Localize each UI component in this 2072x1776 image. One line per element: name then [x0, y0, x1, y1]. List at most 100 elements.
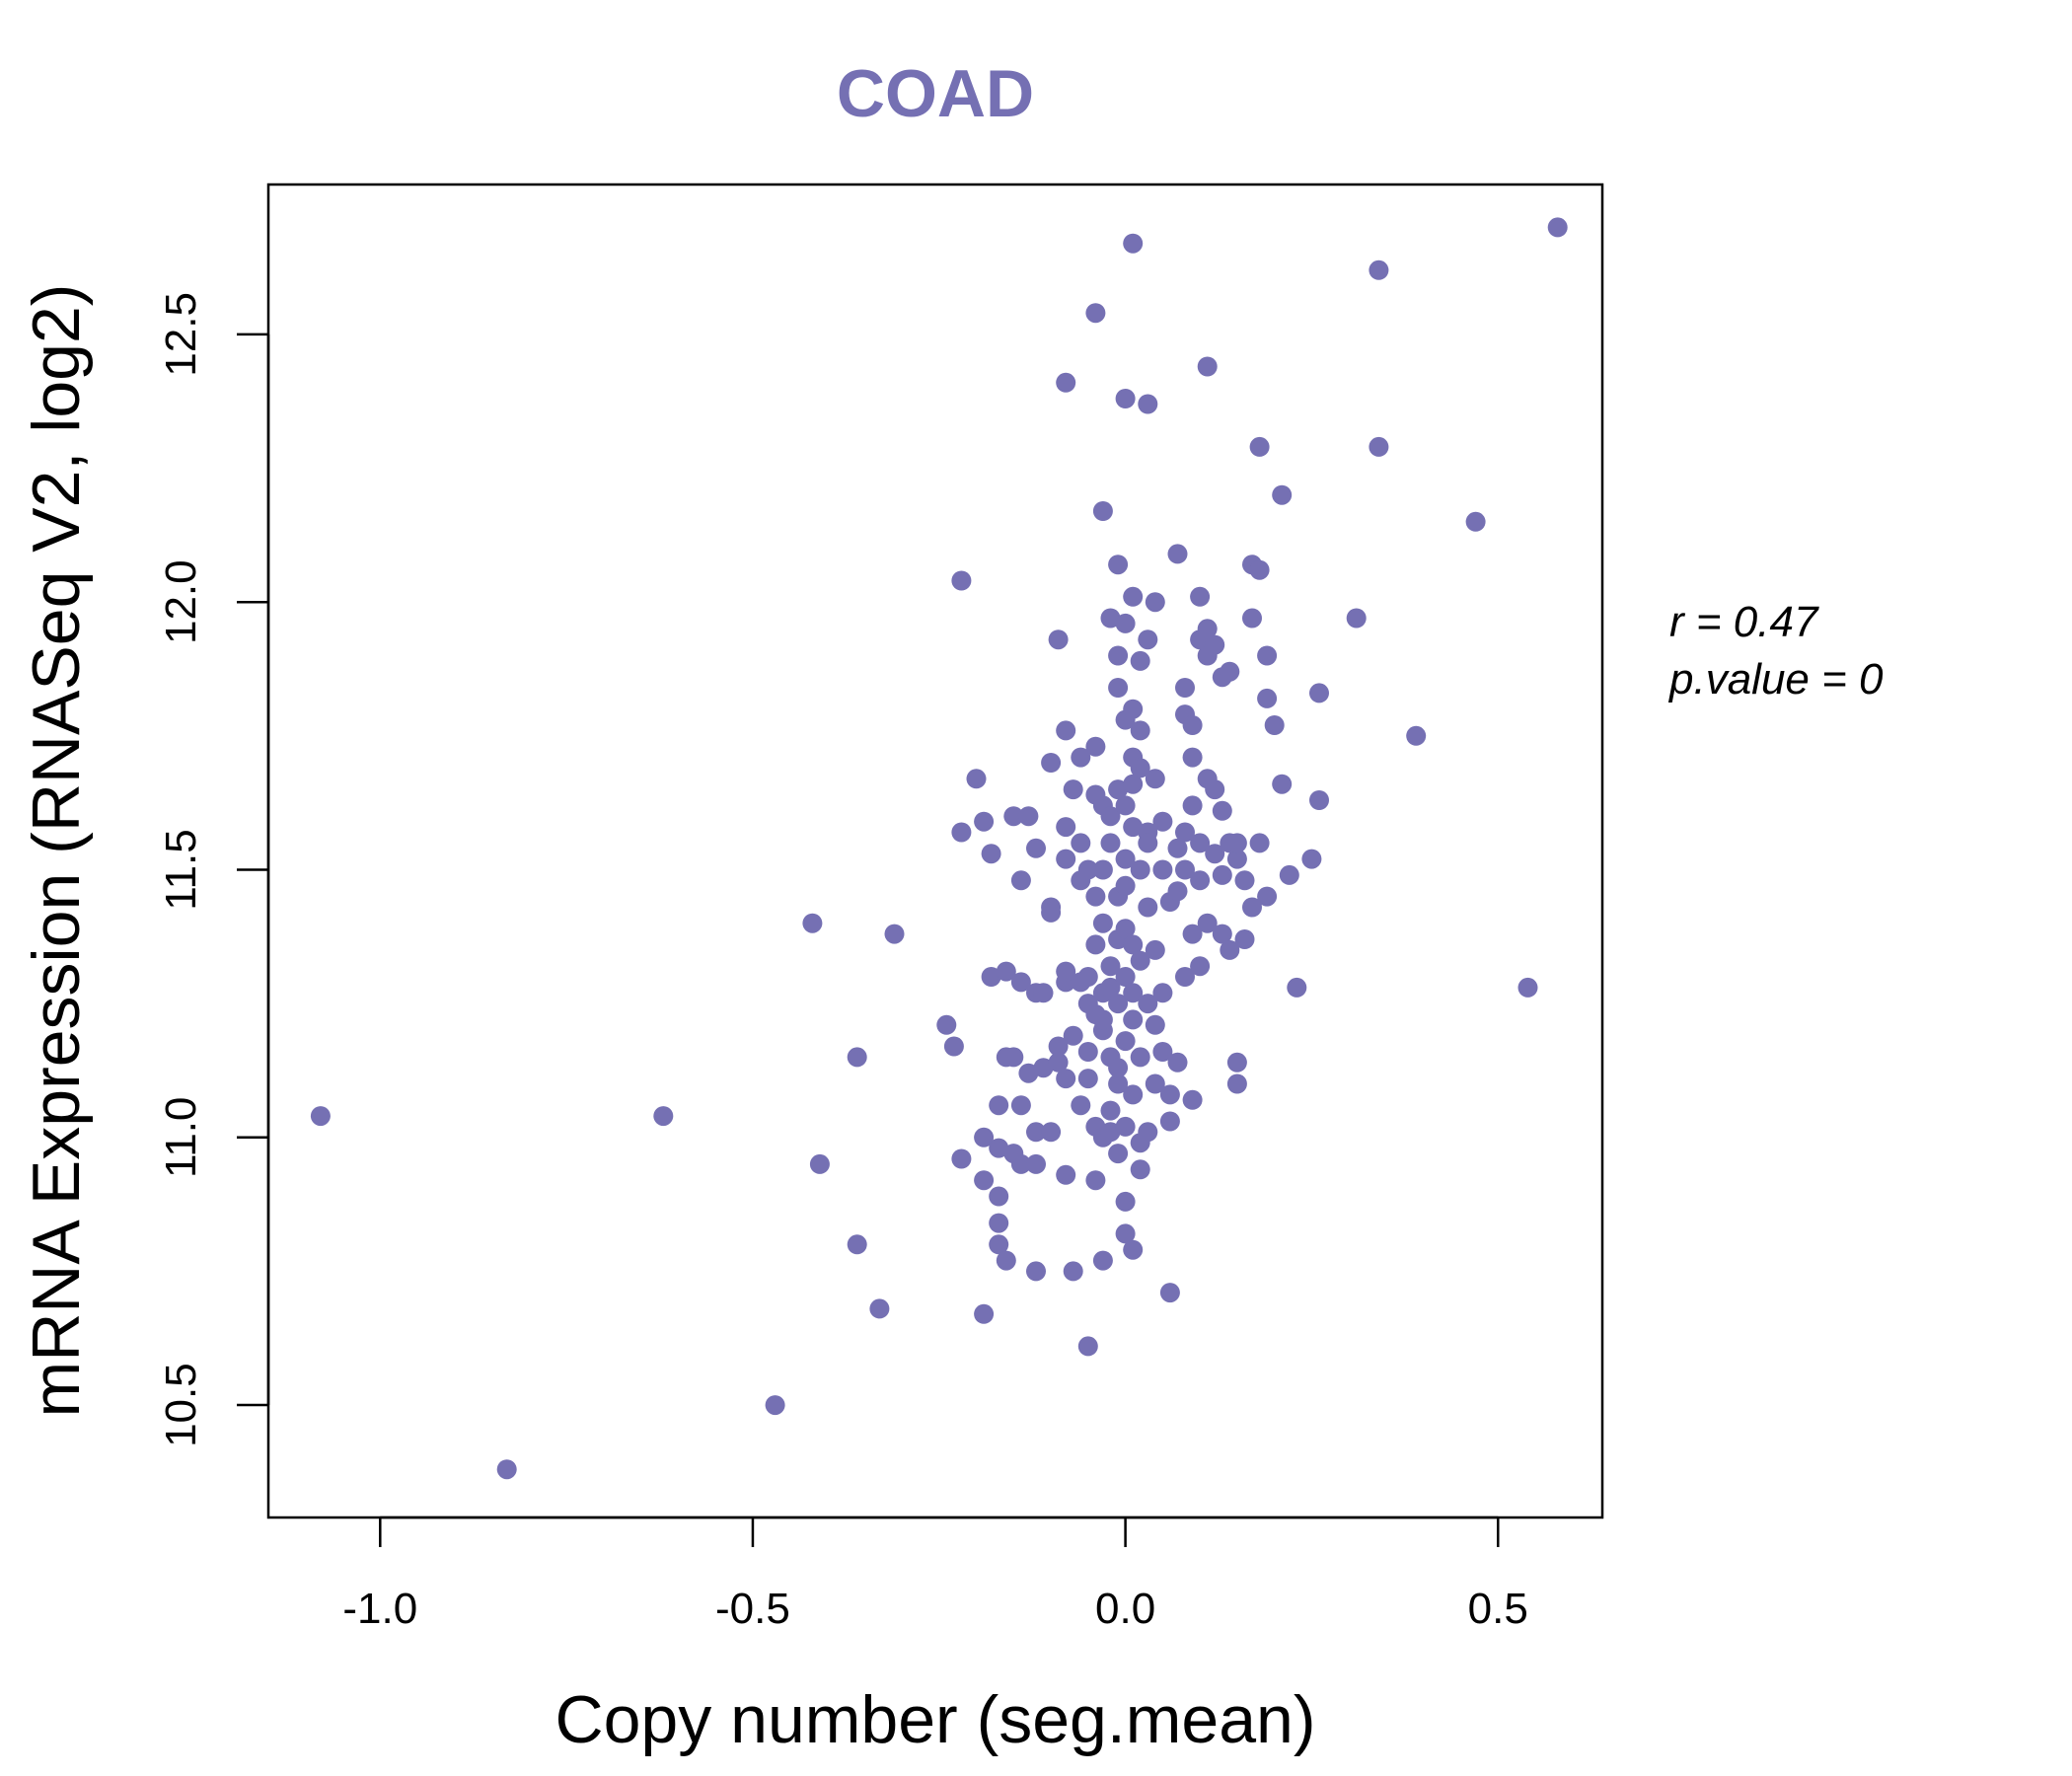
data-point: [1092, 1009, 1113, 1030]
data-point: [1175, 822, 1195, 843]
data-point: [1145, 592, 1165, 613]
data-point: [1212, 864, 1232, 885]
x-axis: -1.0 -0.5 0.0 0.5: [342, 1516, 1528, 1633]
data-point: [1138, 833, 1158, 853]
y-tick-label: 11.0: [157, 1097, 205, 1178]
data-point: [1100, 806, 1121, 827]
data-point: [1123, 983, 1144, 1003]
data-point: [1182, 747, 1203, 768]
data-point: [1077, 967, 1098, 987]
data-point: [1264, 715, 1285, 735]
data-point: [966, 769, 987, 789]
data-point: [310, 1106, 331, 1127]
data-point: [989, 1186, 1009, 1207]
data-point: [1197, 619, 1218, 639]
data-point: [1249, 833, 1270, 853]
data-point: [1048, 1052, 1069, 1073]
data-point: [989, 1234, 1009, 1255]
data-point: [1026, 1261, 1046, 1282]
data-point: [1234, 870, 1255, 891]
data-point: [1547, 217, 1568, 238]
x-tick-label: 0.0: [1095, 1585, 1155, 1633]
data-point: [1279, 864, 1299, 885]
data-point: [1257, 886, 1278, 907]
data-point: [1145, 769, 1165, 789]
data-point: [1115, 1191, 1136, 1212]
data-point: [1056, 1164, 1076, 1185]
data-point: [1145, 1014, 1165, 1035]
data-point: [1100, 977, 1121, 998]
data-point: [1115, 875, 1136, 896]
data-point: [1123, 1239, 1144, 1260]
data-point: [974, 1303, 995, 1324]
data-point: [1115, 1031, 1136, 1052]
data-point: [1071, 1095, 1091, 1116]
data-point: [1309, 790, 1329, 810]
data-point: [943, 1036, 964, 1057]
data-point: [1056, 372, 1076, 393]
data-point: [884, 924, 905, 944]
data-point: [1085, 886, 1106, 907]
data-point: [1123, 586, 1144, 607]
data-point: [1063, 779, 1083, 800]
data-point: [1182, 1089, 1203, 1110]
data-point: [1108, 994, 1129, 1014]
data-point: [1212, 924, 1232, 944]
data-point: [1115, 967, 1136, 987]
data-point: [989, 1213, 1009, 1233]
data-point: [1123, 817, 1144, 838]
data-point: [1018, 806, 1039, 827]
data-point: [1167, 544, 1188, 564]
x-tick-label: -0.5: [715, 1585, 790, 1633]
data-point: [1063, 1025, 1083, 1046]
data-point: [1145, 1073, 1165, 1094]
data-point: [1026, 1153, 1046, 1174]
data-point: [1115, 1223, 1136, 1244]
data-point: [974, 1170, 995, 1191]
data-point: [847, 1047, 867, 1068]
data-point: [1197, 356, 1218, 377]
data-point: [1272, 774, 1293, 794]
data-point: [1123, 934, 1144, 955]
data-point: [1369, 259, 1389, 280]
data-point: [1003, 806, 1024, 827]
data-point: [1071, 833, 1091, 853]
data-point: [1346, 608, 1367, 629]
data-point: [1406, 725, 1427, 746]
data-point: [1257, 645, 1278, 666]
data-point: [1085, 934, 1106, 955]
data-point: [1100, 1122, 1121, 1143]
x-axis-label: Copy number (seg.mean): [555, 1682, 1315, 1757]
data-point: [1115, 919, 1136, 939]
chart-title: COAD: [837, 56, 1034, 131]
data-point: [1123, 774, 1144, 794]
data-point: [1190, 870, 1211, 891]
data-point: [1226, 833, 1247, 853]
data-point: [1056, 817, 1076, 838]
data-point: [1026, 1122, 1046, 1143]
correlation-r-label: r = 0.47: [1669, 598, 1819, 646]
data-point: [1041, 753, 1062, 773]
data-point: [1077, 1042, 1098, 1062]
data-point: [1226, 1073, 1247, 1094]
data-point: [1517, 977, 1538, 998]
data-point: [996, 1250, 1016, 1271]
data-point: [1167, 881, 1188, 902]
data-point: [1130, 1047, 1150, 1068]
data-point: [951, 1148, 972, 1169]
data-point: [1242, 608, 1262, 629]
data-point: [1242, 897, 1262, 918]
data-point: [1056, 1069, 1076, 1089]
data-point: [809, 1153, 830, 1174]
data-point: [1115, 1116, 1136, 1137]
data-point: [1108, 1058, 1129, 1078]
data-point: [1465, 511, 1486, 532]
x-tick-label: 0.5: [1468, 1585, 1528, 1633]
data-point: [1138, 994, 1158, 1014]
data-point: [1041, 902, 1062, 923]
data-point: [1152, 859, 1173, 880]
data-point: [1041, 1122, 1062, 1143]
data-point: [1026, 838, 1046, 858]
data-point: [1115, 795, 1136, 816]
data-point: [1182, 795, 1203, 816]
